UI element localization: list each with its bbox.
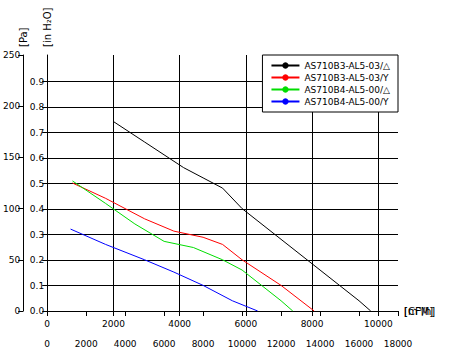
svg-text:0: 0 bbox=[44, 319, 50, 329]
svg-text:4000: 4000 bbox=[168, 319, 191, 329]
svg-text:50: 50 bbox=[9, 255, 21, 265]
svg-text:0: 0 bbox=[14, 306, 20, 316]
svg-text:10000: 10000 bbox=[364, 319, 393, 329]
svg-text:0: 0 bbox=[44, 339, 50, 349]
svg-text:0.1: 0.1 bbox=[30, 281, 44, 291]
svg-text:6000: 6000 bbox=[153, 339, 176, 349]
svg-text:16000: 16000 bbox=[345, 339, 374, 349]
svg-text:[CFM]: [CFM] bbox=[404, 306, 433, 317]
svg-text:10000: 10000 bbox=[228, 339, 257, 349]
svg-text:AS710B3-AL5-03/Y: AS710B3-AL5-03/Y bbox=[304, 73, 389, 83]
svg-text:8000: 8000 bbox=[301, 319, 324, 329]
svg-text:0.3: 0.3 bbox=[30, 230, 44, 240]
svg-text:150: 150 bbox=[3, 152, 20, 162]
svg-text:18000: 18000 bbox=[384, 339, 413, 349]
svg-text:0.4: 0.4 bbox=[30, 204, 45, 214]
svg-text:0.2: 0.2 bbox=[30, 255, 44, 265]
svg-text:AS710B4-AL5-00/Y: AS710B4-AL5-00/Y bbox=[304, 97, 389, 107]
svg-text:12000: 12000 bbox=[267, 339, 296, 349]
svg-text:100: 100 bbox=[3, 204, 20, 214]
svg-text:6000: 6000 bbox=[234, 319, 257, 329]
svg-text:0.6: 0.6 bbox=[30, 153, 45, 163]
svg-text:0.5: 0.5 bbox=[30, 179, 44, 189]
svg-text:0.8: 0.8 bbox=[30, 102, 45, 112]
svg-text:0.0: 0.0 bbox=[30, 306, 45, 316]
svg-text:2000: 2000 bbox=[102, 319, 125, 329]
svg-text:4000: 4000 bbox=[114, 339, 137, 349]
svg-text:[in H₂O]: [in H₂O] bbox=[42, 7, 53, 47]
svg-text:0.7: 0.7 bbox=[30, 128, 44, 138]
svg-text:8000: 8000 bbox=[192, 339, 215, 349]
svg-text:250: 250 bbox=[3, 50, 20, 60]
svg-text:[Pa]: [Pa] bbox=[18, 27, 29, 47]
svg-text:0.9: 0.9 bbox=[30, 77, 45, 87]
svg-text:2000: 2000 bbox=[75, 339, 98, 349]
svg-text:AS710B4-AL5-00/△: AS710B4-AL5-00/△ bbox=[304, 85, 390, 95]
svg-text:AS710B3-AL5-03/△: AS710B3-AL5-03/△ bbox=[304, 61, 390, 71]
svg-text:14000: 14000 bbox=[306, 339, 335, 349]
svg-text:[m³/h]: [m³/h] bbox=[404, 306, 435, 317]
svg-text:200: 200 bbox=[3, 101, 20, 111]
